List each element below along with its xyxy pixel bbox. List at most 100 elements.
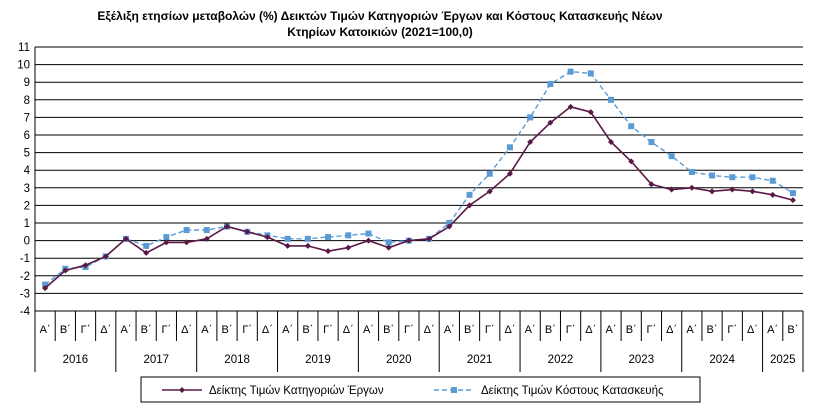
x-tick-label: Δ΄ [747, 324, 758, 336]
data-point [729, 186, 736, 193]
year-label: 2019 [305, 354, 331, 366]
data-point [203, 227, 210, 234]
data-point [506, 170, 513, 177]
x-tick-label: Α΄ [606, 324, 617, 336]
y-tick-label: -3 [20, 288, 30, 300]
data-point [304, 242, 311, 249]
x-tick-label: Γ΄ [242, 324, 252, 336]
x-axis: Α΄ Β΄ Γ΄ Δ΄ Α΄ Β΄ Γ΄ Δ΄ Α΄ Β΄ Γ΄ Δ΄ Α΄ Β΄ Γ΄ Δ΄ Α΄ Β΄ Γ΄ Δ΄… [34, 47, 804, 372]
data-point [628, 158, 635, 165]
data-point [466, 191, 473, 198]
y-tick-label: 2 [24, 200, 30, 212]
y-tick-label: 10 [17, 60, 30, 72]
y-tick-label: -4 [20, 306, 31, 318]
data-point [527, 114, 534, 121]
y-tick-label: 7 [24, 112, 30, 124]
x-tick-label: Β΄ [464, 324, 475, 336]
data-point [183, 239, 190, 246]
data-point [486, 188, 493, 195]
y-tick-label: 8 [24, 95, 30, 107]
data-point [385, 244, 392, 251]
x-tick-label: Γ΄ [566, 324, 576, 336]
year-label: 2025 [770, 354, 796, 366]
data-point [789, 197, 796, 204]
y-tick-label: 6 [24, 130, 30, 142]
data-point [163, 234, 170, 241]
x-tick-label: Γ΄ [404, 324, 414, 336]
y-tick-label: 4 [24, 165, 31, 177]
year-label: 2017 [143, 354, 169, 366]
data-point [62, 267, 69, 274]
x-tick-label: Α΄ [40, 324, 51, 336]
x-tick-label: Α΄ [282, 324, 293, 336]
data-point [547, 119, 554, 126]
x-tick-label: Α΄ [444, 324, 455, 336]
data-point [143, 249, 150, 256]
x-tick-label: Β΄ [141, 324, 152, 336]
x-tick-label: Α΄ [120, 324, 131, 336]
data-point [608, 139, 614, 146]
data-point [42, 285, 49, 292]
x-tick-label: Β΄ [626, 324, 637, 336]
data-point [608, 96, 614, 103]
chart-title-line-1: Εξέλιξη ετησίων μεταβολών (%) Δεικτών Τι… [97, 9, 662, 23]
x-tick-label: Γ΄ [647, 324, 657, 336]
x-tick-label: Δ΄ [585, 324, 596, 336]
data-point [567, 103, 574, 110]
data-point [244, 228, 251, 235]
year-label: 2023 [629, 354, 655, 366]
data-point [729, 174, 736, 181]
data-point [749, 174, 756, 181]
data-point [668, 153, 675, 160]
legend-swatch-marker [179, 387, 185, 393]
year-label: 2018 [224, 354, 250, 366]
series-line [44, 105, 794, 289]
x-tick-label: Δ΄ [181, 324, 192, 336]
x-tick-label: Δ΄ [262, 324, 273, 336]
y-tick-label: 1 [24, 218, 30, 230]
data-point [82, 262, 89, 269]
data-point [688, 184, 695, 191]
data-point [405, 237, 412, 244]
data-point [284, 235, 291, 242]
data-point [284, 242, 291, 249]
legend-label: Δείκτης Τιμών Κόστους Κατασκευής [481, 385, 664, 397]
data-point [506, 144, 513, 151]
data-point [325, 234, 332, 241]
y-tick-label: -2 [20, 271, 30, 283]
x-tick-label: Γ΄ [162, 324, 172, 336]
data-point [628, 123, 635, 130]
y-axis-tick-labels: -4 -3 -2 -1 0 1 2 3 4 5 6 7 8 9 10 11 [17, 42, 30, 318]
x-tick-label: Γ΄ [81, 324, 91, 336]
series-layer [42, 68, 796, 292]
x-tick-label: Α΄ [767, 324, 778, 336]
data-point [143, 242, 150, 249]
data-point [224, 223, 230, 230]
data-point [527, 139, 534, 146]
data-point [709, 172, 716, 179]
x-tick-label: Α΄ [363, 324, 374, 336]
x-tick-label: Β΄ [787, 324, 798, 336]
y-tick-label: 0 [24, 236, 30, 248]
data-point [345, 244, 352, 251]
x-tick-label: Β΄ [383, 324, 394, 336]
x-tick-label: Β΄ [302, 324, 313, 336]
chart-title-line-2: Κτηρίων Κατοικιών (2021=100,0) [287, 25, 473, 39]
x-tick-label: Β΄ [60, 324, 71, 336]
x-tick-label: Α΄ [686, 324, 697, 336]
y-tick-label: 11 [18, 42, 30, 54]
data-point [567, 68, 574, 75]
x-tick-label: Β΄ [707, 324, 718, 336]
y-tick-label: 3 [24, 183, 30, 195]
data-point [769, 191, 776, 198]
data-point [264, 234, 271, 241]
year-label: 2016 [63, 354, 89, 366]
x-tick-label: Γ΄ [727, 324, 737, 336]
data-point [183, 227, 190, 234]
data-point [203, 235, 210, 242]
y-tick-label: 9 [24, 77, 30, 89]
x-tick-label: Β΄ [545, 324, 556, 336]
data-point [587, 70, 594, 77]
x-tick-label: Δ΄ [504, 324, 515, 336]
